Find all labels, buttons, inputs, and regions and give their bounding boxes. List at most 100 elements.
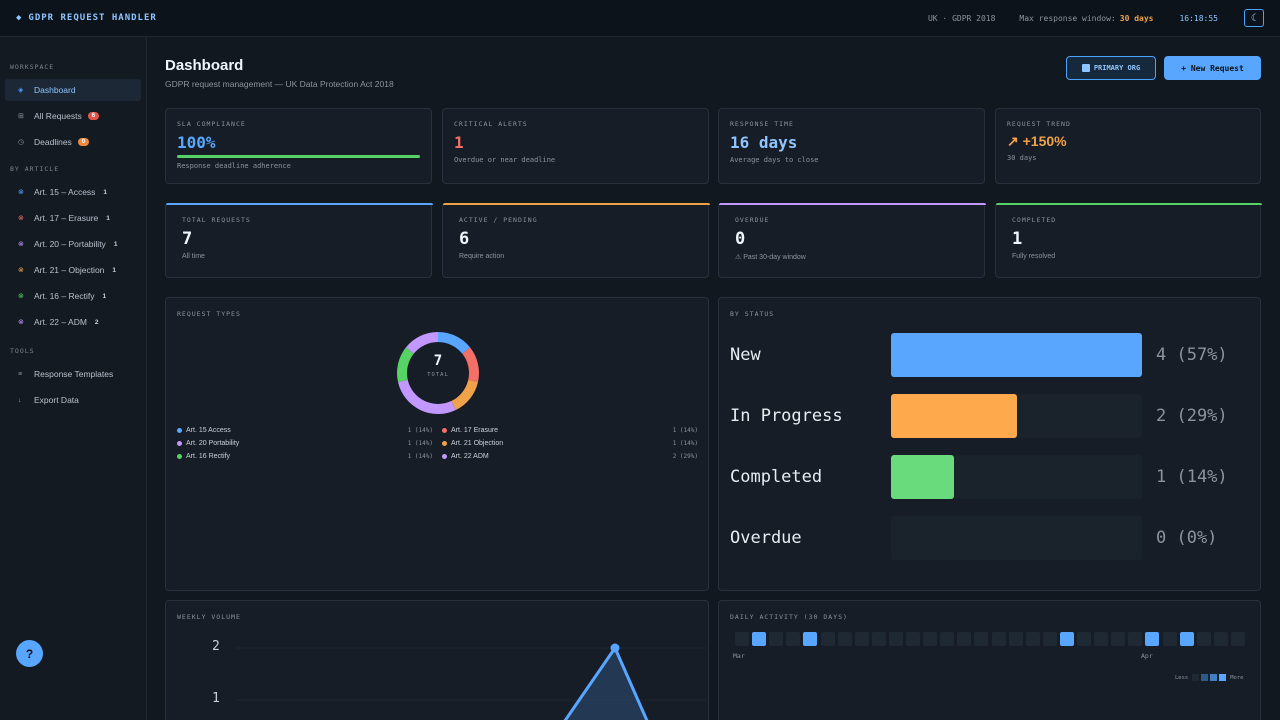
activity-day-cell[interactable] [888,632,903,646]
theme-toggle-button[interactable]: ☾ [1244,9,1264,27]
legend-dot [177,428,182,433]
sidebar-item-label: Art. 16 – Rectify [34,291,95,301]
legend-dot [442,454,447,459]
legend-dot [177,454,182,459]
sidebar-item-deadlines[interactable]: ◷ Deadlines 0 [5,131,141,153]
status-row: Completed 1 (14%) [730,455,1250,499]
new-request-button[interactable]: + New Request [1164,56,1261,80]
active-pending-card: ACTIVE / PENDING 6 Require action [442,203,710,278]
activity-day-cell[interactable] [1196,632,1211,646]
donut-slice [398,379,456,414]
legend-more-label: More [1230,674,1244,681]
activity-day-cell[interactable] [906,632,920,646]
activity-day-cell[interactable] [923,632,938,646]
sla-progress-bar [177,155,420,158]
activity-day-cell[interactable] [991,632,1006,646]
by-status-card: BY STATUS New 4 (57%) In Progress 2 (29%) Co… [718,297,1261,591]
activity-day-cell[interactable] [1179,632,1194,646]
sidebar-item-article[interactable]: ⊗ Art. 20 – Portability 1 [5,233,141,255]
request-trend-card: REQUEST TREND ↗ +150% 30 days [995,108,1261,184]
article-count: 1 [102,292,107,300]
card-subtext: Fully resolved [1012,253,1056,260]
activity-day-cell[interactable] [957,632,972,646]
sidebar-item-all-requests[interactable]: ⊞ All Requests 6 [5,105,141,127]
legend-item: Art. 21 Objection 1 (14%) [442,440,698,447]
activity-day-cell[interactable] [735,632,749,646]
activity-day-cell[interactable] [1213,632,1228,646]
article-circle-icon: ⊗ [18,319,24,326]
activity-day-cell[interactable] [1077,632,1091,646]
activity-day-cell[interactable] [1059,632,1074,646]
article-count: 2 [94,318,99,326]
activity-day-cell[interactable] [854,632,869,646]
month-label: Mar [733,652,745,660]
completed-card: COMPLETED 1 Fully resolved [995,203,1262,278]
activity-day-cell[interactable] [871,632,886,646]
sla-compliance-card: SLA COMPLIANCE 100% Response deadline ad… [165,108,432,184]
status-name: Overdue [730,528,802,548]
sidebar-item-article[interactable]: ⊗ Art. 17 – Erasure 1 [5,207,141,229]
total-requests-value: 7 [182,229,193,249]
legend-dot [442,441,447,446]
sidebar-item-export-data[interactable]: ↓ Export Data [18,395,79,405]
sidebar-section-tools: TOOLS [10,347,35,355]
overdue-value: 0 [735,229,746,249]
sidebar: WORKSPACE ◈ Dashboard ⊞ All Requests 6 ◷… [0,37,147,720]
card-subtext: ⚠ Past 30-day window [735,254,806,261]
activity-day-cell[interactable] [1162,632,1177,646]
legend-pct: 1 (14%) [407,427,433,434]
activity-day-cell[interactable] [803,632,818,646]
activity-day-cell[interactable] [974,632,989,646]
activity-day-cell[interactable] [752,632,767,646]
total-requests-card: TOTAL REQUESTS 7 All time [165,203,433,278]
legend-pct: 1 (14%) [672,427,698,434]
activity-day-cell[interactable] [1042,632,1057,646]
help-button[interactable]: ? [16,640,43,667]
sidebar-item-article[interactable]: ⊗ Art. 15 – Access 1 [5,181,141,203]
sidebar-item-response-templates[interactable]: ≡ Response Templates [18,369,114,379]
activity-day-cell[interactable] [1111,632,1126,646]
sidebar-item-article[interactable]: ⊗ Art. 22 – ADM 2 [5,311,141,333]
clock-icon: ◷ [18,139,25,146]
sidebar-item-article[interactable]: ⊗ Art. 21 – Objection 1 [5,259,141,281]
sidebar-item-dashboard[interactable]: ◈ Dashboard [5,79,141,101]
activity-day-cell[interactable] [1008,632,1023,646]
activity-day-cell[interactable] [837,632,852,646]
article-circle-icon: ⊗ [18,241,24,248]
activity-day-cell[interactable] [1025,632,1040,646]
card-label: TOTAL REQUESTS [182,216,251,224]
y-tick-label: 1 [212,691,220,706]
status-bar-track [891,455,1142,499]
primary-org-button[interactable]: PRIMARY ORG [1066,56,1156,80]
activity-day-cell[interactable] [1230,632,1245,646]
card-subtext: Require action [459,253,505,260]
legend-item: Art. 17 Erasure 1 (14%) [442,427,698,434]
activity-day-cell[interactable] [1145,632,1160,646]
legend-swatch [1219,674,1227,681]
article-circle-icon: ⊗ [18,215,24,222]
sidebar-item-article[interactable]: ⊗ Art. 16 – Rectify 1 [5,285,141,307]
sla-value: 100% [177,133,216,152]
legend-name: Art. 17 Erasure [451,427,499,434]
card-accent-line [166,203,433,205]
status-value: 4 (57%) [1156,345,1228,365]
activity-day-cell[interactable] [1094,632,1109,646]
activity-day-cell[interactable] [786,632,801,646]
legend-dot [442,428,447,433]
alerts-value: 1 [454,133,464,152]
legend-name: Art. 21 Objection [451,440,504,447]
activity-day-cell[interactable] [1128,632,1143,646]
status-bar-fill [891,333,1142,377]
activity-day-cell[interactable] [769,632,784,646]
legend-name: Art. 20 Portability [186,440,240,447]
activity-day-cell[interactable] [820,632,835,646]
status-bar-track [891,394,1142,438]
legend-less-label: Less [1175,674,1189,681]
card-label: REQUEST TREND [1007,120,1071,128]
article-circle-icon: ⊗ [18,267,24,274]
active-value: 6 [459,229,470,249]
deadlines-count-badge: 0 [77,138,90,146]
legend-item: Art. 15 Access 1 (14%) [177,427,433,434]
sidebar-item-label: Art. 17 – Erasure [34,213,99,223]
activity-day-cell[interactable] [940,632,955,646]
